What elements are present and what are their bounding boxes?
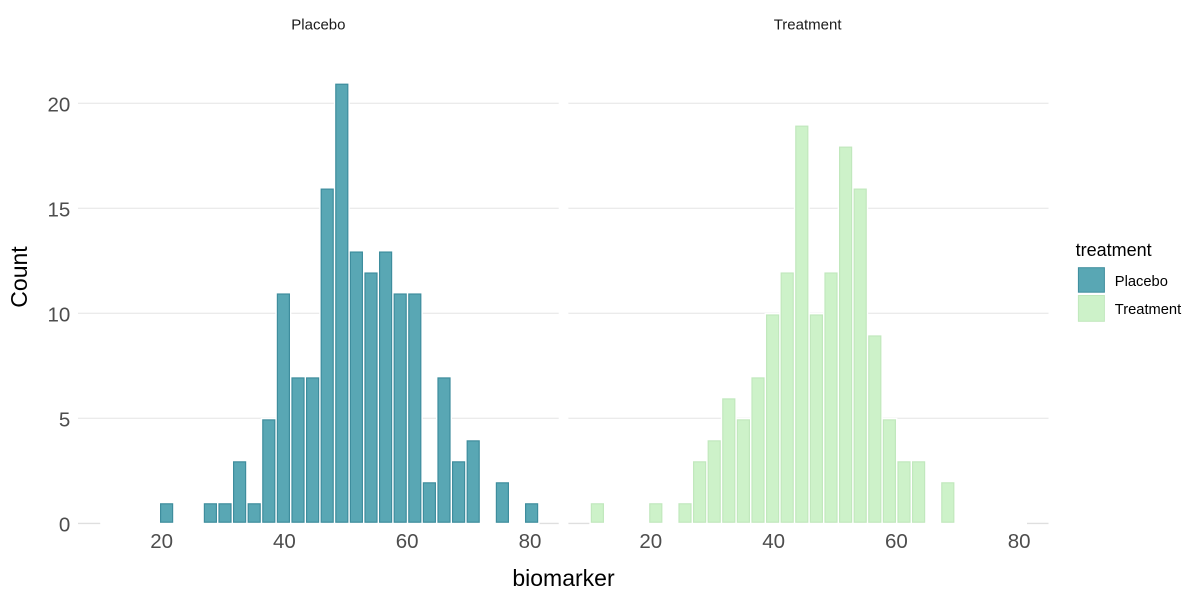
svg-text:treatment: treatment [1076,240,1152,260]
svg-text:80: 80 [1008,530,1031,553]
svg-text:5: 5 [59,408,70,431]
svg-text:60: 60 [885,530,908,553]
svg-text:80: 80 [519,530,542,553]
svg-text:10: 10 [47,303,70,326]
svg-text:40: 40 [273,530,296,553]
svg-text:Treatment: Treatment [774,17,843,34]
svg-text:Count: Count [6,246,32,308]
svg-text:40: 40 [762,530,785,553]
svg-text:biomarker: biomarker [512,565,615,591]
svg-text:Placebo: Placebo [1115,274,1168,290]
svg-text:0: 0 [59,514,70,537]
svg-text:60: 60 [396,530,419,553]
svg-text:15: 15 [47,198,70,221]
svg-text:20: 20 [47,93,70,116]
svg-text:Placebo: Placebo [291,17,345,34]
svg-text:20: 20 [150,530,173,553]
svg-text:20: 20 [639,530,662,553]
svg-text:Treatment: Treatment [1115,302,1181,318]
